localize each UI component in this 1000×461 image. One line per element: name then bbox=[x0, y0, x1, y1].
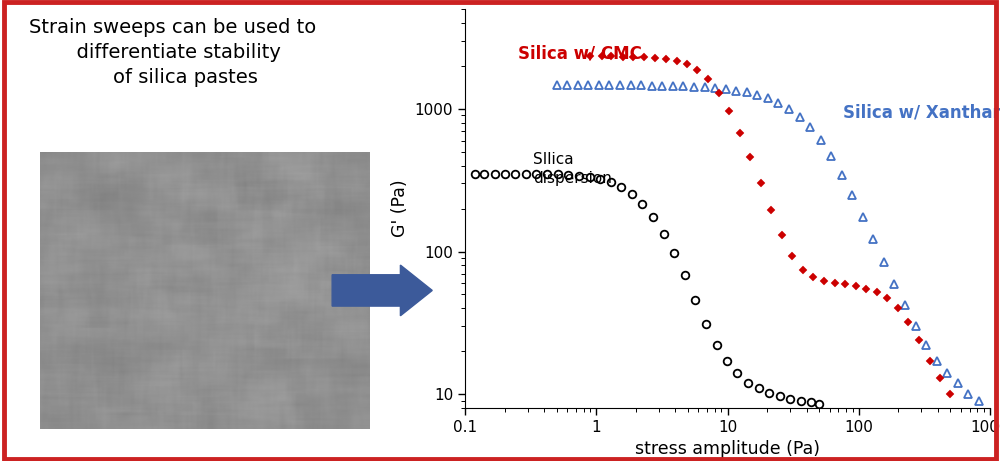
Text: Silica w/ CMC: Silica w/ CMC bbox=[518, 44, 641, 62]
Text: Strain sweeps can be used to
  differentiate stability
    of silica pastes: Strain sweeps can be used to differentia… bbox=[29, 18, 317, 88]
X-axis label: stress amplitude (Pa): stress amplitude (Pa) bbox=[635, 440, 820, 458]
Text: Silica w/ Xanthan: Silica w/ Xanthan bbox=[843, 104, 1000, 122]
FancyArrow shape bbox=[332, 265, 432, 316]
Y-axis label: G' (Pa): G' (Pa) bbox=[391, 180, 409, 237]
Text: SIlica
dispersion: SIlica dispersion bbox=[533, 152, 612, 185]
